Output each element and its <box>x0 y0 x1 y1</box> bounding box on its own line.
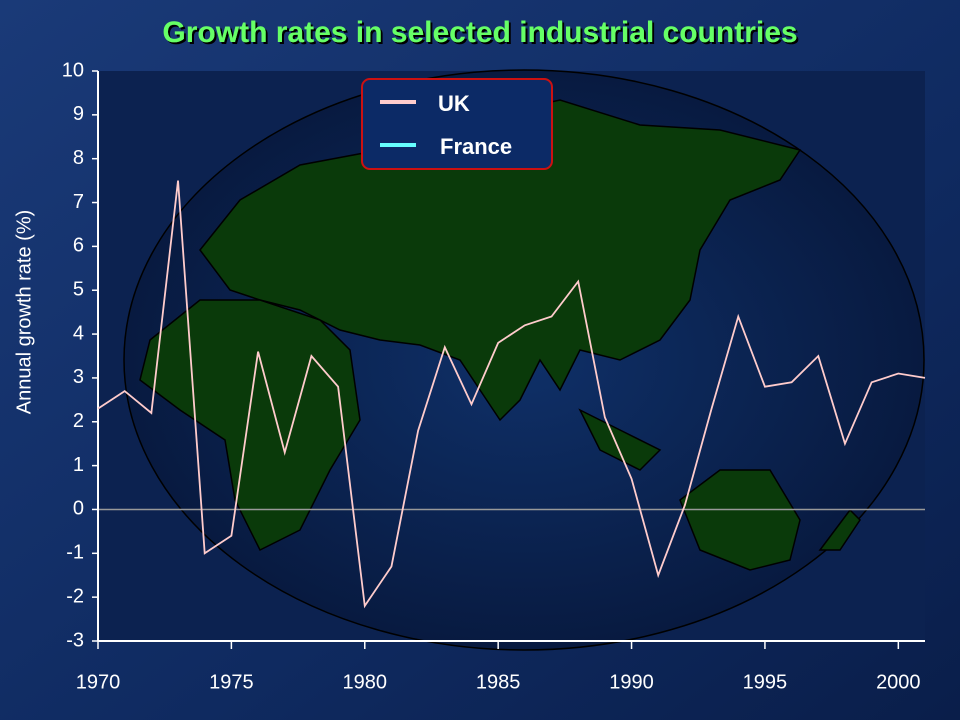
x-tick-label: 1990 <box>609 671 654 693</box>
y-tick-label: 1 <box>73 454 84 476</box>
y-tick-label: 4 <box>73 322 84 344</box>
chart-title: Growth rates in selected industrial coun… <box>162 16 797 49</box>
y-tick-label: 5 <box>73 279 84 301</box>
y-tick-label: 9 <box>73 103 84 125</box>
y-tick-label: 6 <box>73 235 84 257</box>
y-tick-label: -1 <box>66 542 84 564</box>
x-tick-label: 1975 <box>209 671 254 693</box>
y-tick-label: -2 <box>66 585 84 607</box>
world-map <box>139 99 861 571</box>
x-tick-label: 1980 <box>343 671 388 693</box>
x-tick-label: 2000 <box>876 671 921 693</box>
y-tick-label: 7 <box>73 191 84 213</box>
x-tick-label: 1995 <box>743 671 788 693</box>
y-tick-label: 8 <box>73 147 84 169</box>
y-tick-label: 0 <box>73 498 84 520</box>
y-tick-label: 2 <box>73 410 84 432</box>
y-tick-label: 10 <box>62 59 84 81</box>
legend-label: UK <box>438 91 470 116</box>
x-tick-label: 1970 <box>76 671 121 693</box>
legend-label: France <box>440 134 512 159</box>
y-tick-label: 3 <box>73 366 84 388</box>
series-line <box>97 180 926 609</box>
y-tick-label: -3 <box>66 629 84 651</box>
y-axis-label: Annual growth rate (%) <box>13 210 35 415</box>
x-tick-label: 1985 <box>476 671 521 693</box>
